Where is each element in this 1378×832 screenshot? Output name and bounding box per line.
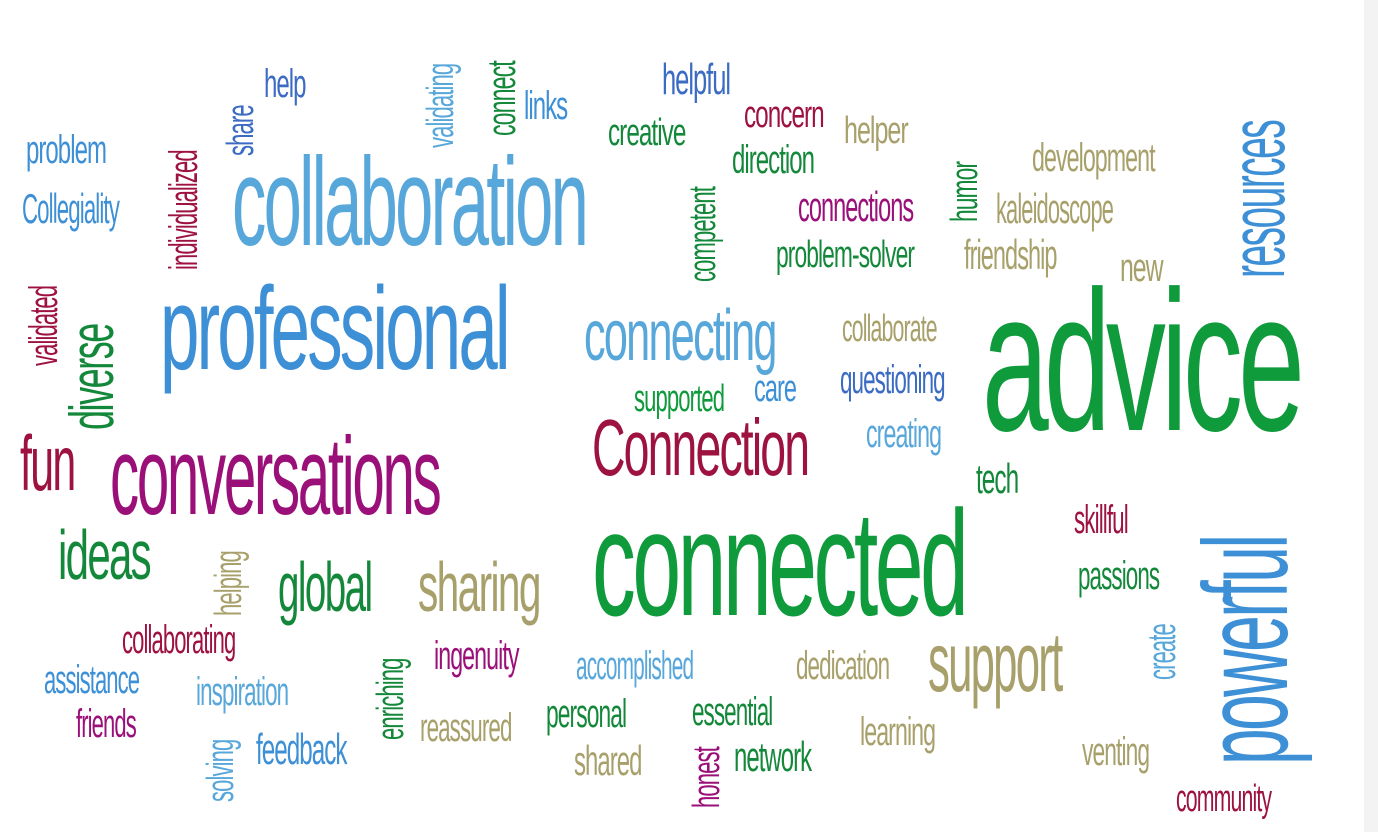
- word-collaborating: collaborating: [122, 618, 236, 662]
- word-community: community: [1176, 778, 1272, 820]
- word-sharing: sharing: [418, 548, 541, 626]
- word-enriching: enriching: [370, 658, 412, 740]
- word-feedback: feedback: [256, 725, 347, 774]
- word-collaborate: collaborate: [842, 308, 938, 350]
- word-helper: helper: [844, 110, 909, 152]
- word-creative: creative: [608, 112, 686, 154]
- word-venting: venting: [1082, 730, 1150, 774]
- word-support: support: [928, 615, 1063, 709]
- word-validating: validating: [420, 63, 462, 148]
- word-skillful: skillful: [1074, 498, 1129, 542]
- word-help: help: [264, 62, 307, 106]
- word-honest: honest: [686, 747, 728, 808]
- word-ideas: ideas: [58, 516, 152, 594]
- word-fun: fun: [20, 419, 76, 507]
- word-inspiration: inspiration: [196, 670, 289, 714]
- word-links: links: [524, 84, 568, 128]
- page-edge: [1364, 0, 1378, 832]
- word-connected: connected: [592, 479, 969, 647]
- word-new: new: [1120, 246, 1164, 290]
- word-helpful: helpful: [662, 55, 731, 104]
- word-solving: solving: [200, 739, 242, 802]
- word-reassured: reassured: [420, 706, 512, 750]
- word-powerful: powerful: [1179, 536, 1313, 765]
- word-collaboration: collaboration: [232, 133, 589, 272]
- word-friends: friends: [76, 702, 137, 746]
- word-advice: advice: [982, 250, 1305, 473]
- word-direction: direction: [732, 138, 815, 182]
- word-accomplished: accomplished: [576, 644, 694, 688]
- word-individualized: individualized: [162, 150, 206, 270]
- word-assistance: assistance: [44, 658, 140, 702]
- word-learning: learning: [860, 710, 936, 754]
- word-tech: tech: [976, 455, 1019, 502]
- word-diverse: diverse: [58, 324, 127, 430]
- word-share: share: [220, 105, 262, 156]
- word-dedication: dedication: [796, 644, 890, 688]
- word-connect: connect: [480, 61, 524, 137]
- word-problem: problem: [26, 128, 107, 172]
- word-problem-solver: problem-solver: [776, 234, 915, 276]
- word-personal: personal: [546, 692, 627, 736]
- word-concern: concern: [744, 94, 825, 136]
- word-resources: resources: [1213, 120, 1301, 278]
- word-validated: validated: [22, 285, 66, 366]
- word-Collegiality: Collegiality: [22, 185, 120, 232]
- word-passions: passions: [1078, 554, 1160, 598]
- word-supported: supported: [634, 378, 725, 420]
- word-Connection: Connection: [592, 403, 810, 492]
- word-care: care: [754, 368, 797, 410]
- word-creating: creating: [866, 412, 942, 456]
- word-connecting: connecting: [584, 296, 777, 376]
- word-professional: professional: [160, 263, 511, 395]
- word-kaleidoscope: kaleidoscope: [996, 185, 1114, 232]
- word-helping: helping: [208, 551, 250, 616]
- word-global: global: [278, 548, 373, 626]
- word-questioning: questioning: [840, 358, 946, 402]
- word-connections: connections: [798, 183, 914, 230]
- word-essential: essential: [692, 690, 773, 734]
- word-network: network: [734, 733, 812, 780]
- word-friendship: friendship: [964, 231, 1058, 278]
- word-ingenuity: ingenuity: [434, 634, 519, 678]
- word-development: development: [1032, 136, 1156, 180]
- word-shared: shared: [574, 737, 642, 784]
- word-conversations: conversations: [110, 415, 442, 538]
- word-competent: competent: [682, 187, 724, 282]
- word-create: create: [1140, 624, 1184, 680]
- word-humor: humor: [944, 161, 986, 222]
